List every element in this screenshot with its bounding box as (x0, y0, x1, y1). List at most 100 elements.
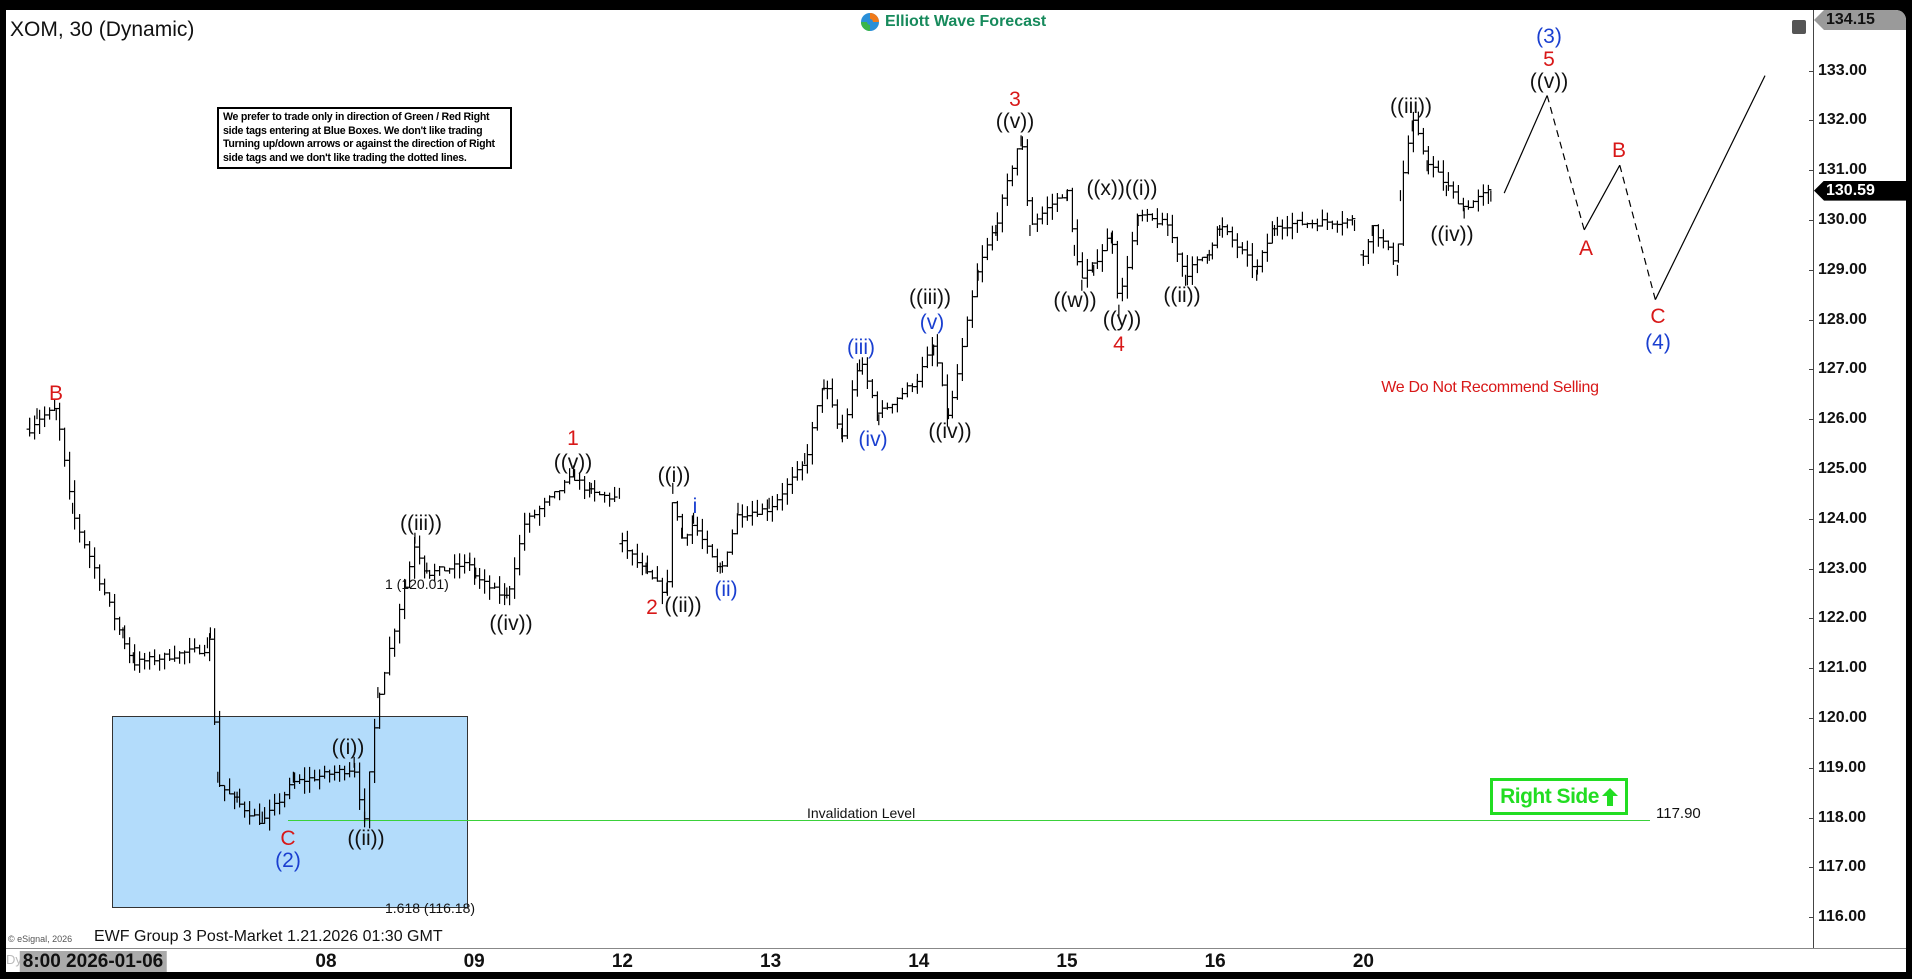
price-tick-label: 127.00 (1818, 360, 1867, 378)
price-tick-mark (1809, 269, 1814, 271)
price-tick-label: 119.00 (1818, 758, 1867, 776)
wave-label: ((y)) (1102, 308, 1142, 331)
time-axis[interactable]: Dyn 8:00 2026-01-06 08 09 12 13 14 15 16 20 (6, 948, 1906, 972)
chart-title: XOM, 30 (Dynamic) (10, 18, 195, 41)
time-tick-label: 08 (315, 951, 337, 972)
wave-label: (3) (1536, 25, 1562, 48)
recommendation-text: We Do Not Recommend Selling (1381, 379, 1599, 396)
wave-label: 1 (567, 427, 579, 450)
price-tick-mark (1809, 220, 1814, 221)
wave-label: ((iv)) (489, 612, 533, 635)
price-tick-mark (1809, 817, 1814, 819)
projection-line (1546, 95, 1585, 231)
wave-label: ((iv)) (1430, 223, 1474, 246)
wave-label: B (48, 382, 64, 405)
high-price-tag: 134.15 (1814, 10, 1906, 30)
price-tick-mark (1809, 718, 1814, 719)
price-tick-mark (1809, 568, 1814, 570)
wave-label: ((v)) (553, 451, 593, 474)
projection-line (1619, 165, 1656, 300)
restore-window-icon[interactable] (1792, 20, 1806, 34)
wave-label: ((iv)) (928, 420, 972, 443)
wave-label: C (1650, 305, 1666, 328)
box-top-label: 1 (120.01) (385, 576, 449, 592)
trading-note: We prefer to trade only in direction of … (217, 107, 512, 169)
wave-label: ((i)) (657, 464, 691, 487)
price-tick-mark (1809, 120, 1814, 122)
box-bottom-label: 1.618 (116.18) (385, 900, 476, 916)
price-tick-label: 128.00 (1818, 310, 1867, 328)
time-tick-label: 13 (760, 951, 782, 972)
price-tick-mark (1809, 518, 1814, 520)
wave-label: 5 (1543, 48, 1555, 71)
price-tick-label: 120.00 (1818, 709, 1867, 726)
price-tick-label: 118.00 (1818, 808, 1867, 826)
wave-label: ((i)) (331, 736, 365, 759)
projection-line (1654, 75, 1766, 300)
chart-area[interactable]: XOM, 30 (Dynamic) Elliott Wave Forecast … (6, 10, 1906, 972)
wave-label: ((ii)) (347, 827, 385, 850)
invalidation-label: Invalidation Level (807, 805, 916, 821)
price-tick-label: 123.00 (1818, 559, 1867, 577)
right-side-label: Right Side (1500, 784, 1599, 808)
projection-line (1583, 164, 1621, 231)
wave-label: ((ii)) (1163, 284, 1201, 307)
wave-label: A (1578, 237, 1594, 260)
wave-label: 2 (646, 596, 658, 619)
price-tick-label: 124.00 (1818, 509, 1867, 527)
wave-label: ((iii)) (400, 512, 442, 535)
projection-line (1503, 95, 1548, 194)
wave-label: C (280, 827, 296, 850)
time-tick-label: 15 (1056, 951, 1078, 972)
time-tick-label: 20 (1352, 951, 1374, 972)
price-tick-label: 116.00 (1818, 908, 1867, 926)
brand-logo: Elliott Wave Forecast (856, 10, 1051, 34)
time-tick-label: 09 (463, 951, 485, 972)
arrow-up-icon (1601, 787, 1618, 806)
price-tick-label: 125.00 (1818, 460, 1867, 477)
price-tick-label: 129.00 (1818, 260, 1867, 278)
price-tick-mark (1809, 70, 1814, 72)
wave-label: (2) (275, 849, 301, 872)
wave-label: (iv) (858, 428, 888, 451)
x-first-label: 8:00 2026-01-06 (19, 951, 167, 972)
price-tick-label: 117.00 (1818, 858, 1867, 876)
wave-label: (iii) (847, 336, 875, 359)
wave-label: i (692, 495, 698, 518)
wave-label: 4 (1113, 333, 1125, 356)
time-tick-label: 14 (908, 951, 930, 972)
wave-label: ((iii)) (909, 286, 951, 309)
wave-label: (4) (1645, 331, 1671, 354)
wave-label: (v) (919, 311, 945, 334)
brand-name: Elliott Wave Forecast (885, 13, 1047, 30)
price-tick-label: 132.00 (1818, 111, 1867, 129)
wave-label: B (1611, 139, 1627, 162)
wave-label: ((w)) (1053, 289, 1097, 312)
ewf-logo-icon (861, 13, 879, 31)
invalidation-line (288, 820, 1650, 821)
price-axis[interactable] (1813, 10, 1814, 948)
price-tick-label: 133.00 (1818, 61, 1867, 79)
price-tick-mark (1809, 618, 1814, 620)
time-tick-label: 16 (1204, 951, 1226, 972)
price-tick-mark (1809, 767, 1814, 769)
last-price-tag: 130.59 (1814, 180, 1906, 201)
price-tick-mark (1809, 867, 1814, 869)
right-side-tag: Right Side (1490, 778, 1628, 815)
price-tick-label: 121.00 (1818, 659, 1867, 677)
price-tick-mark (1809, 369, 1814, 371)
price-tick-label: 130.00 (1818, 211, 1867, 228)
price-tick-mark (1809, 668, 1814, 670)
price-tick-label: 131.00 (1818, 161, 1867, 179)
price-tick-mark (1809, 319, 1814, 321)
footer-caption: EWF Group 3 Post-Market 1.21.2026 01:30 … (94, 928, 443, 945)
copyright: © eSignal, 2026 (8, 934, 73, 944)
price-tick-mark (1809, 469, 1814, 470)
time-tick-label: 12 (611, 951, 633, 972)
wave-label: ((v)) (1529, 70, 1569, 93)
price-tick-mark (1809, 917, 1814, 919)
wave-label: 3 (1009, 88, 1021, 111)
wave-label: ((ii)) (664, 594, 702, 617)
price-tick-label: 126.00 (1818, 410, 1867, 428)
wave-label: ((iii)) (1390, 95, 1432, 118)
